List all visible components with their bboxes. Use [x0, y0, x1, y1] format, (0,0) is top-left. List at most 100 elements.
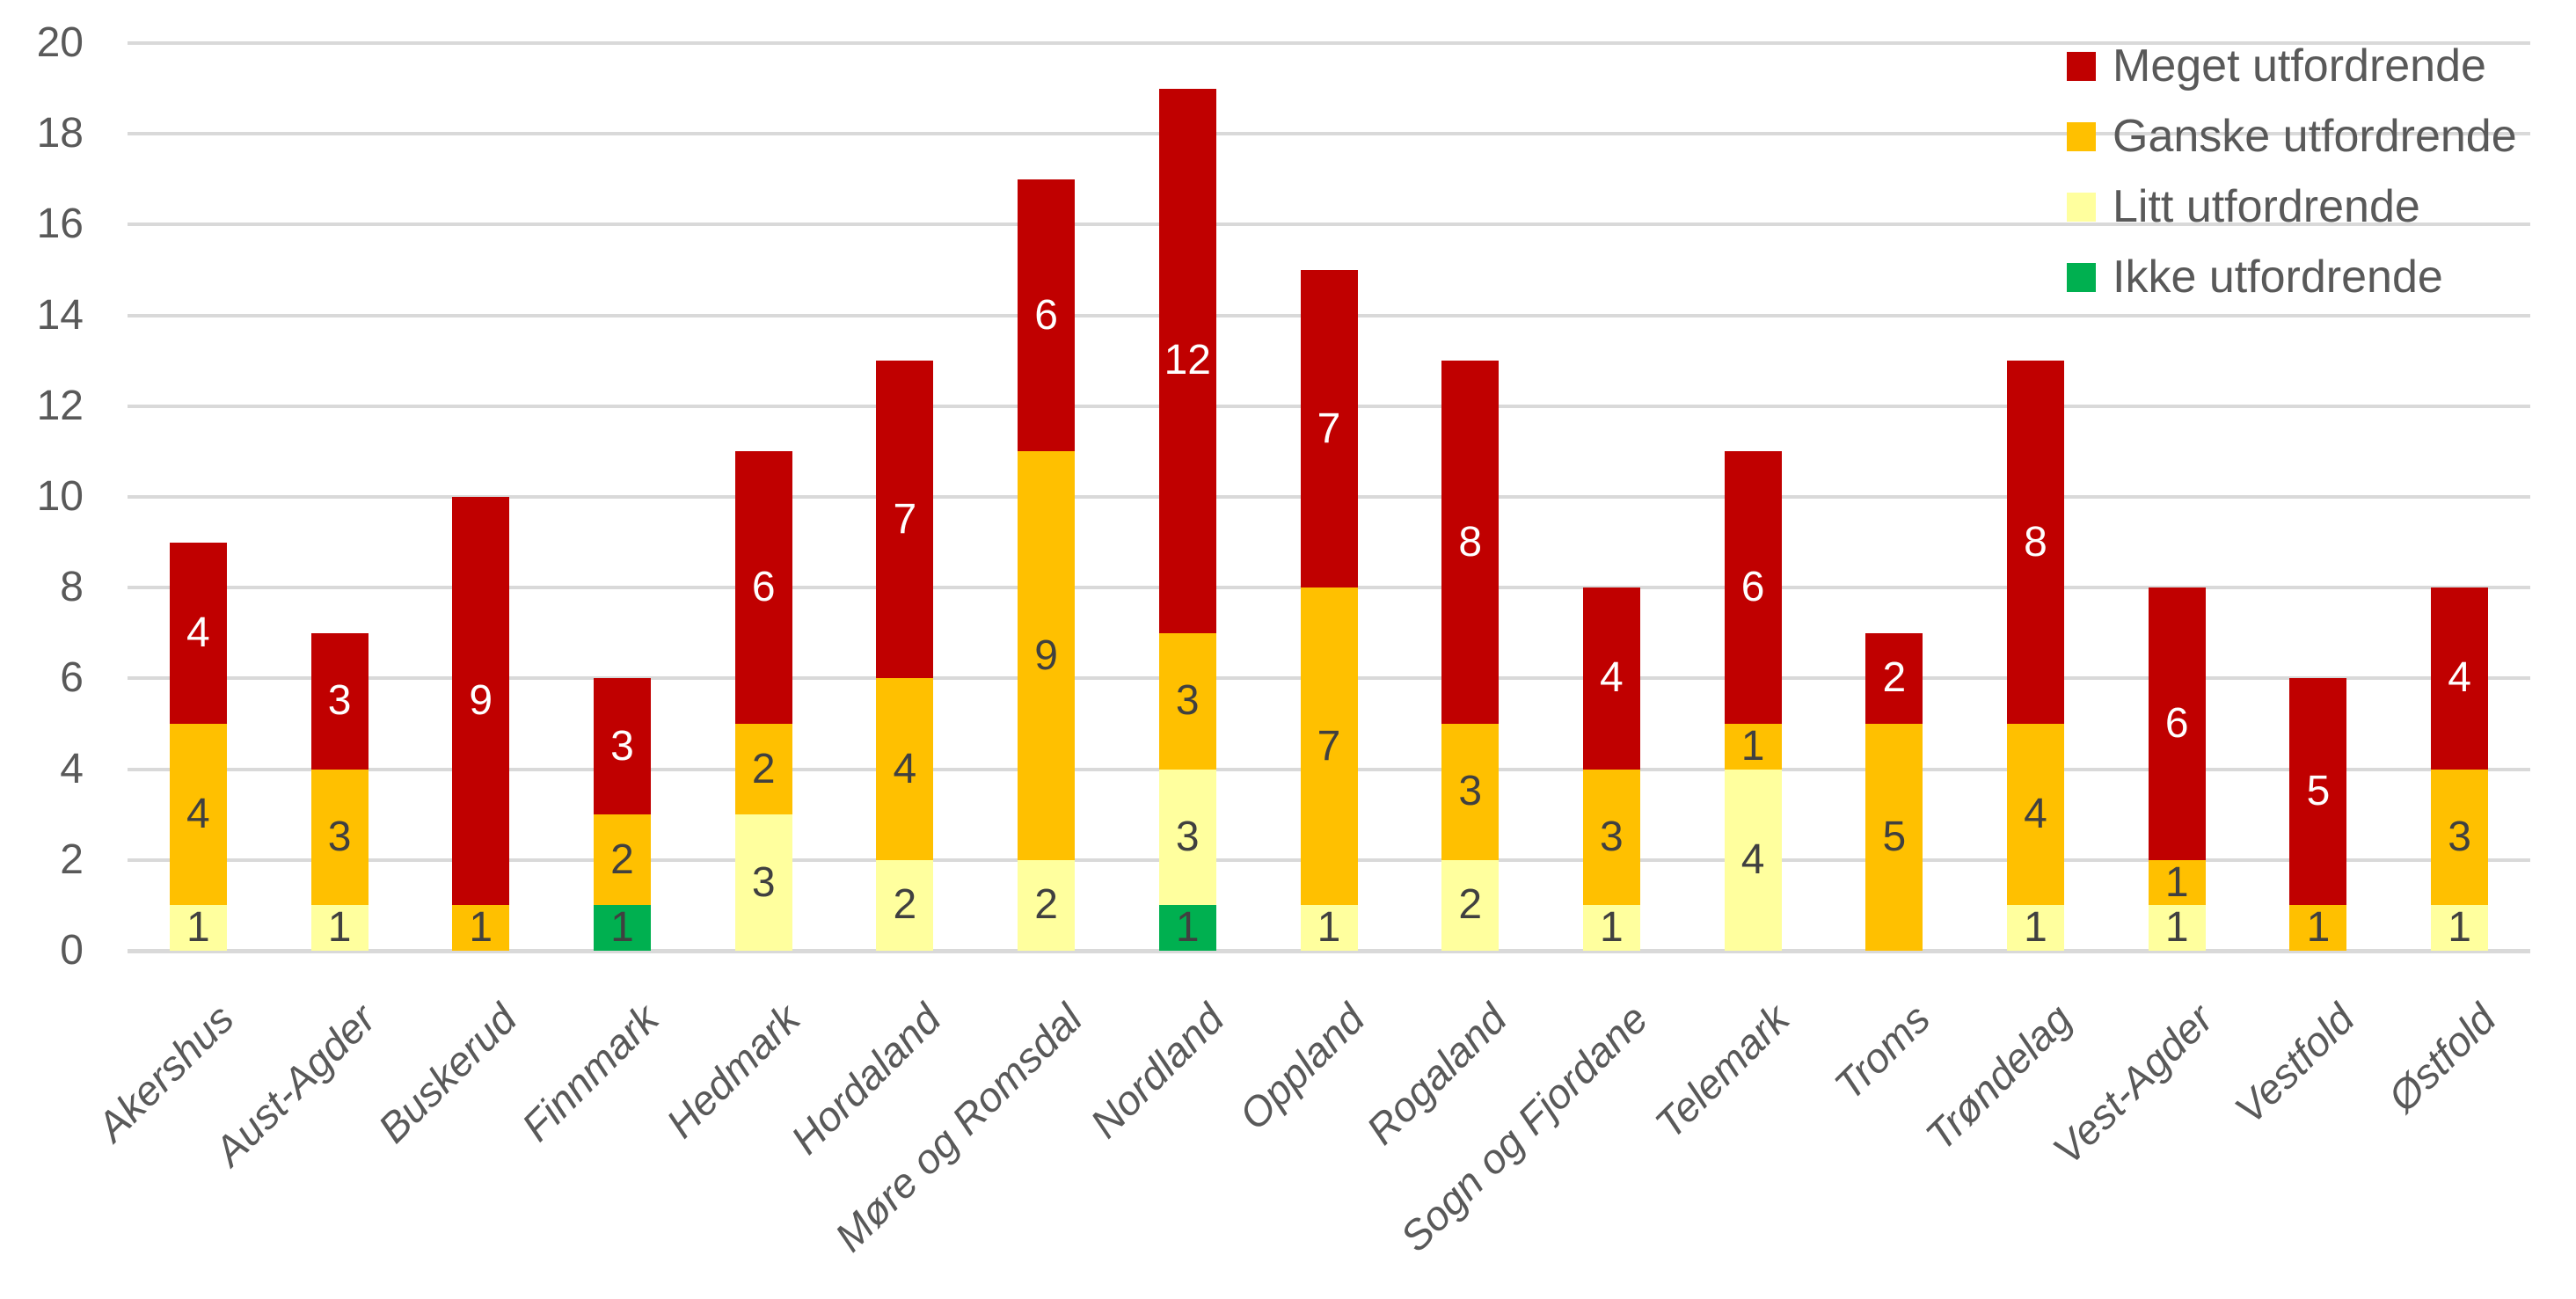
bar-value-label: 6 [1034, 291, 1058, 339]
bar-value-label: 3 [1600, 813, 1624, 860]
bar-value-label: 3 [1175, 677, 1200, 725]
x-axis-label-finnmark: Finnmark [512, 995, 668, 1150]
legend-swatch-icon [2067, 192, 2096, 222]
bar-segment-meget-utfordrende-aust-agder[interactable]: 3 [310, 632, 369, 770]
bar-value-label: 7 [893, 495, 917, 543]
legend-item-litt-utfordrende[interactable]: Litt utfordrende [2067, 171, 2517, 242]
bar-value-label: 3 [327, 813, 352, 860]
bar-segment-ganske-utfordrende-hordaland[interactable]: 4 [876, 678, 934, 860]
bar-segment-meget-utfordrende-troms[interactable]: 2 [1865, 632, 1923, 724]
y-axis-tick-label: 8 [60, 564, 84, 611]
bar-value-label: 3 [1458, 768, 1483, 815]
bar-segment-litt-utfordrende-telemark[interactable]: 4 [1724, 769, 1782, 951]
bar-value-label: 5 [1882, 814, 1907, 860]
bar-value-label: 4 [2024, 791, 2047, 838]
bar-segment-meget-utfordrende-finnmark[interactable]: 3 [593, 678, 651, 815]
bar-segment-ganske-utfordrende-nordland[interactable]: 3 [1158, 632, 1216, 770]
bar-segment-meget-utfordrende-more-og-romsdal[interactable]: 6 [1018, 179, 1076, 452]
bar-segment-meget-utfordrende-buskerud[interactable]: 9 [452, 497, 510, 906]
bar-segment-litt-utfordrende-more-og-romsdal[interactable]: 2 [1018, 859, 1076, 951]
legend-item-ganske-utfordrende[interactable]: Ganske utfordrende [2067, 101, 2517, 171]
bar-segment-meget-utfordrende-hedmark[interactable]: 6 [734, 451, 792, 724]
bar-value-label: 4 [186, 791, 210, 838]
bar-segment-ganske-utfordrende-telemark[interactable]: 1 [1724, 722, 1782, 770]
x-axis-label-more-og-romsdal: Møre og Romsdal [825, 995, 1091, 1260]
bar-segment-litt-utfordrende-akershus[interactable]: 1 [169, 905, 227, 951]
x-axis-label-nordland: Nordland [1080, 995, 1233, 1147]
bar-segment-litt-utfordrende-vest-agder[interactable]: 1 [2148, 905, 2206, 951]
bar-value-label: 1 [2024, 904, 2047, 952]
y-axis-tick-label: 10 [36, 473, 84, 520]
bar-segment-ganske-utfordrende-oppland[interactable]: 7 [1300, 587, 1358, 906]
x-axis-label-buskerud: Buskerud [369, 995, 526, 1152]
bar-value-label: 9 [469, 677, 493, 725]
y-axis-tick-label: 2 [60, 836, 84, 883]
bar-segment-meget-utfordrende-vest-agder[interactable]: 6 [2148, 587, 2206, 860]
bar-segment-ganske-utfordrende-hedmark[interactable]: 2 [734, 724, 792, 815]
bar-value-label: 1 [327, 904, 352, 952]
bar-value-label: 12 [1164, 337, 1211, 384]
bar-value-label: 1 [1740, 722, 1765, 770]
bar-value-label: 6 [751, 564, 776, 611]
bar-segment-litt-utfordrende-trondelag[interactable]: 1 [2007, 904, 2065, 952]
bar-segment-ganske-utfordrende-vest-agder[interactable]: 1 [2148, 859, 2206, 906]
bar-segment-meget-utfordrende-ostfold[interactable]: 4 [2431, 587, 2489, 770]
bar-value-label: 8 [2024, 518, 2047, 566]
x-axis-line [128, 949, 2530, 953]
legend-item-ikke-utfordrende[interactable]: Ikke utfordrende [2067, 242, 2517, 312]
bar-value-label: 3 [327, 677, 352, 725]
bar-segment-litt-utfordrende-oppland[interactable]: 1 [1300, 905, 1358, 951]
legend-label: Ganske utfordrende [2113, 111, 2517, 162]
bar-segment-meget-utfordrende-nordland[interactable]: 12 [1158, 88, 1216, 633]
bar-segment-ganske-utfordrende-more-og-romsdal[interactable]: 9 [1018, 451, 1076, 860]
bar-segment-litt-utfordrende-hordaland[interactable]: 2 [876, 859, 934, 951]
bar-value-label: 1 [469, 904, 493, 952]
legend-label: Litt utfordrende [2113, 181, 2420, 232]
bar-segment-litt-utfordrende-hedmark[interactable]: 3 [734, 814, 792, 951]
bar-value-label: 4 [893, 745, 917, 792]
bar-segment-ganske-utfordrende-vestfold[interactable]: 1 [2289, 904, 2347, 952]
bar-segment-ikke-utfordrende-nordland[interactable]: 1 [1158, 905, 1216, 951]
bar-value-label: 1 [2448, 904, 2471, 952]
bar-segment-ganske-utfordrende-troms[interactable]: 5 [1865, 724, 1923, 951]
y-axis-tick-label: 14 [36, 291, 84, 339]
y-axis-tick-label: 6 [60, 654, 84, 702]
legend-swatch-icon [2067, 121, 2096, 151]
bar-value-label: 4 [186, 609, 210, 656]
bar-segment-ganske-utfordrende-finnmark[interactable]: 2 [593, 814, 651, 906]
bar-segment-litt-utfordrende-aust-agder[interactable]: 1 [310, 904, 369, 952]
bar-value-label: 3 [1175, 813, 1200, 860]
bar-segment-meget-utfordrende-rogaland[interactable]: 8 [1441, 361, 1500, 724]
gridline [128, 223, 2530, 227]
bar-segment-meget-utfordrende-oppland[interactable]: 7 [1300, 270, 1358, 588]
x-axis-label-vestfold: Vestfold [2225, 995, 2363, 1133]
bar-segment-litt-utfordrende-sogn-og-fjordane[interactable]: 1 [1582, 905, 1640, 951]
bar-segment-ganske-utfordrende-trondelag[interactable]: 4 [2007, 724, 2065, 906]
bar-value-label: 7 [1317, 405, 1341, 452]
bar-segment-ganske-utfordrende-buskerud[interactable]: 1 [452, 904, 510, 952]
y-axis-tick-label: 0 [60, 927, 84, 974]
bar-segment-meget-utfordrende-telemark[interactable]: 6 [1724, 451, 1782, 724]
bar-segment-meget-utfordrende-vestfold[interactable]: 5 [2289, 678, 2347, 906]
bar-segment-ganske-utfordrende-aust-agder[interactable]: 3 [310, 769, 369, 906]
bar-segment-litt-utfordrende-rogaland[interactable]: 2 [1441, 859, 1500, 951]
bar-segment-ganske-utfordrende-akershus[interactable]: 4 [169, 724, 227, 906]
bar-value-label: 2 [893, 881, 917, 929]
bar-value-label: 8 [1458, 518, 1483, 566]
bar-segment-meget-utfordrende-sogn-og-fjordane[interactable]: 4 [1582, 587, 1640, 770]
bar-segment-ganske-utfordrende-ostfold[interactable]: 3 [2431, 769, 2489, 906]
bar-segment-ganske-utfordrende-sogn-og-fjordane[interactable]: 3 [1582, 769, 1640, 906]
x-axis-label-ostfold: Østfold [2378, 995, 2505, 1121]
bar-segment-meget-utfordrende-akershus[interactable]: 4 [169, 542, 227, 724]
y-axis-tick-label: 4 [60, 745, 84, 792]
bar-segment-litt-utfordrende-nordland[interactable]: 3 [1158, 769, 1216, 906]
bar-value-label: 2 [610, 836, 634, 883]
bar-value-label: 1 [2306, 904, 2331, 952]
legend-item-meget-utfordrende[interactable]: Meget utfordrende [2067, 31, 2517, 101]
bar-segment-ikke-utfordrende-finnmark[interactable]: 1 [593, 905, 651, 951]
bar-segment-meget-utfordrende-trondelag[interactable]: 8 [2007, 361, 2065, 724]
bar-segment-ganske-utfordrende-rogaland[interactable]: 3 [1441, 724, 1500, 860]
y-axis-tick-label: 12 [36, 382, 84, 429]
bar-segment-litt-utfordrende-ostfold[interactable]: 1 [2431, 904, 2489, 952]
bar-segment-meget-utfordrende-hordaland[interactable]: 7 [876, 361, 934, 679]
